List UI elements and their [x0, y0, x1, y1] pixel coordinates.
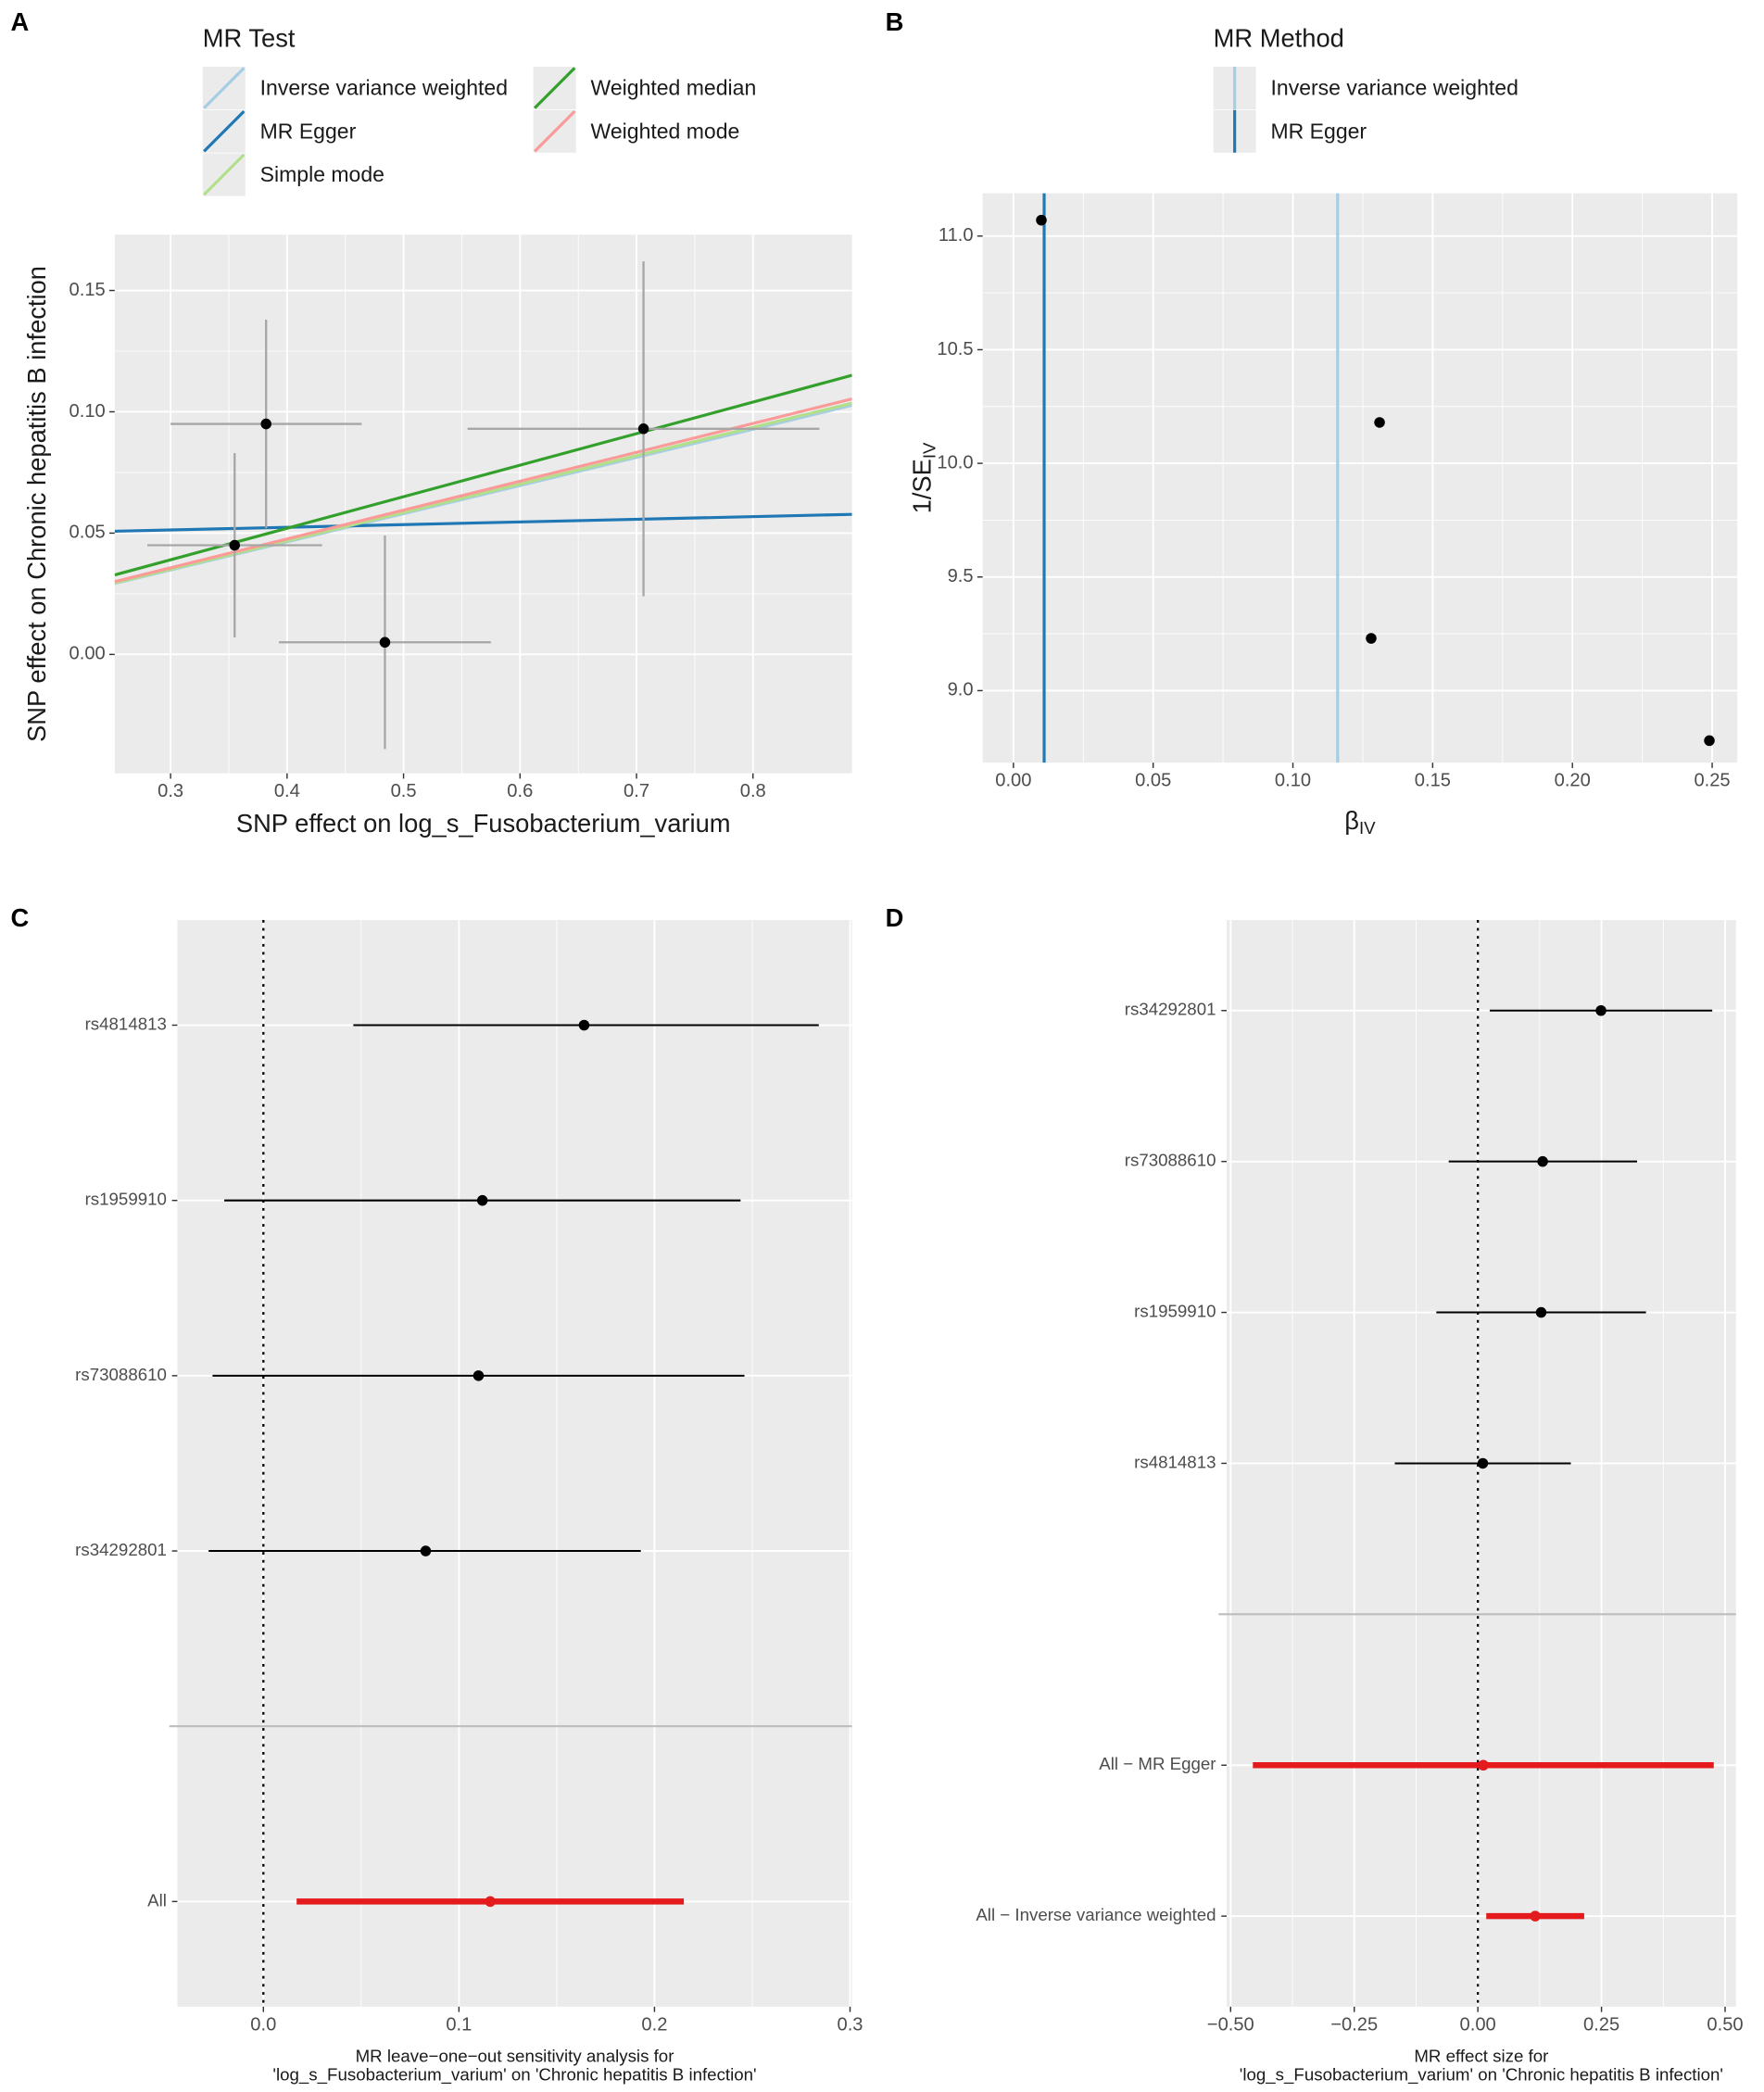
- legend-label: MR Egger: [1271, 119, 1367, 143]
- x-axis-title: 'log_s_Fusobacterium_varium' on 'Chronic…: [1240, 2065, 1723, 2086]
- estimate-point: [1477, 1457, 1489, 1469]
- point: [1366, 633, 1377, 644]
- y-tick-label: All − MR Egger: [1099, 1754, 1216, 1773]
- x-tick-label: −0.25: [1330, 2014, 1378, 2035]
- legend-swatch: [533, 67, 576, 109]
- panel-background: [177, 920, 852, 2007]
- x-tick-label: 0.20: [1555, 771, 1591, 791]
- y-tick-label: 9.0: [948, 680, 974, 700]
- legend-label: Weighted median: [591, 76, 757, 100]
- x-axis-title: 'log_s_Fusobacterium_varium' on 'Chronic…: [272, 2065, 756, 2086]
- x-tick-label: −0.50: [1207, 2014, 1254, 2035]
- y-axis-title-sub: IV: [919, 442, 939, 459]
- estimate-point: [1595, 1004, 1606, 1016]
- y-tick-label: rs4814813: [85, 1014, 167, 1033]
- legend-swatch: [203, 67, 246, 109]
- x-tick-label: 0.2: [641, 2014, 667, 2035]
- legend-title: MR Method: [1214, 23, 1344, 52]
- x-axis-title: SNP effect on log_s_Fusobacterium_varium: [236, 809, 731, 838]
- panel-letter: D: [886, 903, 904, 932]
- x-tick-label: 0.25: [1694, 771, 1730, 791]
- x-axis-title: MR leave−one−out sensitivity analysis fo…: [356, 2047, 674, 2066]
- x-tick-label: 0.6: [507, 781, 533, 801]
- regression-line: [114, 512, 852, 533]
- y-tick-label: 11.0: [939, 225, 974, 246]
- y-tick-label: 0.10: [69, 401, 106, 422]
- estimate-point: [1478, 1759, 1489, 1771]
- estimate-point: [420, 1545, 432, 1556]
- y-tick-label: 10.0: [937, 452, 973, 473]
- y-axis-title-main: 1/SE: [908, 459, 937, 513]
- x-tick-label: 0.25: [1583, 2014, 1619, 2035]
- x-tick-label: 0.05: [1135, 771, 1171, 791]
- legend-swatch: [203, 110, 246, 153]
- x-tick-label: 0.50: [1707, 2014, 1743, 2035]
- y-axis-title: SNP effect on Chronic hepatitis B infect…: [22, 266, 51, 742]
- regression-line: [114, 401, 852, 585]
- y-tick-label: rs73088610: [1125, 1151, 1216, 1170]
- y-axis-title: 1/SEIV: [908, 442, 939, 513]
- x-axis-title-sub: IV: [1359, 818, 1376, 838]
- panel-background: [114, 234, 852, 774]
- point: [229, 539, 241, 551]
- estimate-point: [1535, 1306, 1547, 1318]
- estimate-point: [1530, 1910, 1541, 1922]
- y-tick-label: All − Inverse variance weighted: [976, 1905, 1216, 1924]
- estimate-point: [578, 1019, 590, 1031]
- point: [379, 636, 391, 649]
- y-tick-label: rs34292801: [1125, 1000, 1216, 1019]
- y-tick-label: 0.00: [69, 644, 106, 664]
- y-tick-label: 0.15: [69, 280, 106, 300]
- panel-letter: C: [11, 903, 30, 932]
- legend-label: Weighted mode: [591, 119, 740, 143]
- y-tick-label: rs34292801: [75, 1540, 167, 1559]
- x-axis-title-main: β: [1344, 806, 1359, 835]
- panel-letter: A: [11, 7, 30, 36]
- x-tick-label: 0.0: [250, 2014, 276, 2035]
- y-tick-label: rs1959910: [1134, 1301, 1216, 1320]
- y-tick-label: 0.05: [69, 523, 106, 543]
- x-tick-label: 0.7: [624, 781, 649, 801]
- x-tick-label: 0.3: [838, 2014, 863, 2035]
- y-tick-label: All: [147, 1890, 167, 1909]
- legend-title: MR Test: [203, 23, 296, 52]
- point: [1036, 214, 1047, 226]
- y-tick-label: 10.5: [937, 339, 973, 359]
- y-tick-label: rs73088610: [75, 1365, 167, 1384]
- legend-label: Inverse variance weighted: [260, 76, 508, 100]
- legend-label: MR Egger: [260, 119, 357, 143]
- legend-label: Simple mode: [260, 162, 384, 186]
- x-axis-title: βIV: [1344, 806, 1376, 838]
- x-tick-label: 0.15: [1415, 771, 1451, 791]
- panel-background: [982, 193, 1738, 763]
- x-tick-label: 0.8: [740, 781, 766, 801]
- x-tick-label: 0.5: [391, 781, 417, 801]
- point: [1374, 417, 1385, 428]
- y-tick-label: rs1959910: [85, 1190, 167, 1209]
- legend-swatch: [533, 110, 576, 153]
- y-tick-label: 9.5: [948, 566, 974, 586]
- x-tick-label: 0.1: [446, 2014, 472, 2035]
- legend-label: Inverse variance weighted: [1271, 76, 1518, 100]
- x-axis-title: MR effect size for: [1414, 2047, 1548, 2066]
- x-tick-label: 0.00: [995, 771, 1031, 791]
- panel-letter: B: [886, 7, 904, 36]
- estimate-point: [485, 1896, 496, 1908]
- estimate-point: [476, 1194, 488, 1206]
- point: [260, 418, 271, 430]
- x-tick-label: 0.10: [1275, 771, 1311, 791]
- estimate-point: [1537, 1155, 1548, 1167]
- x-tick-label: 0.3: [158, 781, 183, 801]
- estimate-point: [472, 1370, 485, 1381]
- x-tick-label: 0.00: [1460, 2014, 1496, 2035]
- point: [637, 423, 649, 435]
- y-tick-label: rs4814813: [1134, 1452, 1216, 1471]
- legend-swatch: [203, 153, 246, 196]
- x-tick-label: 0.4: [274, 781, 300, 801]
- point: [1704, 735, 1715, 747]
